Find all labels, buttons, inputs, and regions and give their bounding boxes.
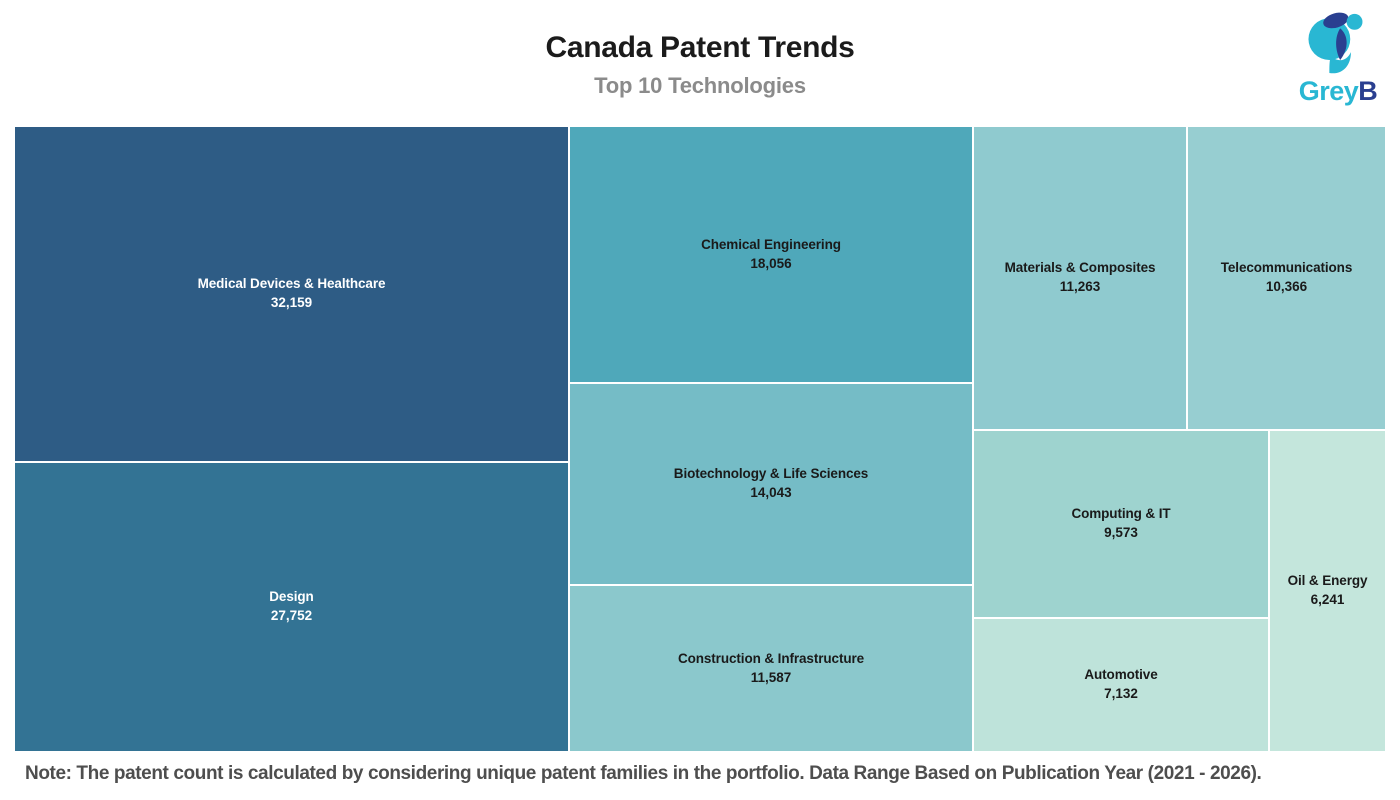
cell-value: 7,132 — [1104, 686, 1138, 701]
cell-label: Automotive — [1084, 667, 1158, 683]
cell-value: 32,159 — [270, 295, 313, 310]
page-title: Canada Patent Trends — [545, 31, 855, 64]
cell-value: 6,241 — [1310, 592, 1345, 607]
greyb-wordmark: GreyB — [1299, 78, 1378, 105]
treemap-cell-biotechnology-life-sciences[interactable]: Biotechnology & Life Sciences 14,043 — [570, 384, 972, 584]
treemap-cell-materials-composites[interactable]: Materials & Composites 11,263 — [974, 127, 1186, 429]
cell-label: Construction & Infrastructure — [677, 650, 865, 666]
treemap-cell-computing-it[interactable]: Computing & IT 9,573 — [974, 431, 1268, 617]
cell-value: 18,056 — [750, 255, 792, 271]
cell-label: Oil & Energy — [1287, 573, 1368, 589]
page-subtitle: Top 10 Technologies — [594, 73, 806, 98]
treemap-cell-medical-devices-healthcare[interactable]: Medical Devices & Healthcare 32,159 — [15, 127, 568, 461]
treemap-cell-construction-infrastructure[interactable]: Construction & Infrastructure 11,587 — [570, 586, 972, 751]
treemap-chart: Medical Devices & Healthcare 32,159 Desi… — [15, 127, 1385, 751]
cell-label: Medical Devices & Healthcare — [197, 276, 386, 292]
greyb-wordmark-grey: Grey — [1298, 76, 1359, 106]
greyb-logo: GreyB — [1288, 6, 1388, 105]
cell-label: Biotechnology & Life Sciences — [673, 466, 869, 482]
cell-value: 11,263 — [1059, 279, 1101, 294]
greyb-wordmark-b: B — [1358, 76, 1378, 106]
cell-label: Computing & IT — [1071, 506, 1171, 522]
greyb-bird-icon — [1308, 12, 1363, 74]
treemap-cell-chemical-engineering[interactable]: Chemical Engineering 18,056 — [570, 127, 972, 382]
cell-label: Materials & Composites — [1004, 260, 1156, 276]
cell-label: Design — [269, 589, 314, 605]
treemap-cell-telecommunications[interactable]: Telecommunications 10,366 — [1188, 127, 1385, 429]
cell-label: Telecommunications — [1220, 260, 1353, 276]
cell-value: 27,752 — [270, 608, 313, 623]
cell-label: Chemical Engineering — [701, 236, 841, 252]
treemap-cell-design[interactable]: Design 27,752 — [15, 463, 568, 751]
cell-value: 11,587 — [750, 669, 792, 685]
cell-value: 14,043 — [750, 485, 792, 500]
footnote: Note: The patent count is calculated by … — [25, 763, 1262, 784]
cell-value: 10,366 — [1265, 279, 1308, 294]
cell-value: 9,573 — [1104, 525, 1138, 540]
treemap-cell-oil-energy[interactable]: Oil & Energy 6,241 — [1270, 431, 1385, 751]
treemap-cell-automotive[interactable]: Automotive 7,132 — [974, 619, 1268, 751]
